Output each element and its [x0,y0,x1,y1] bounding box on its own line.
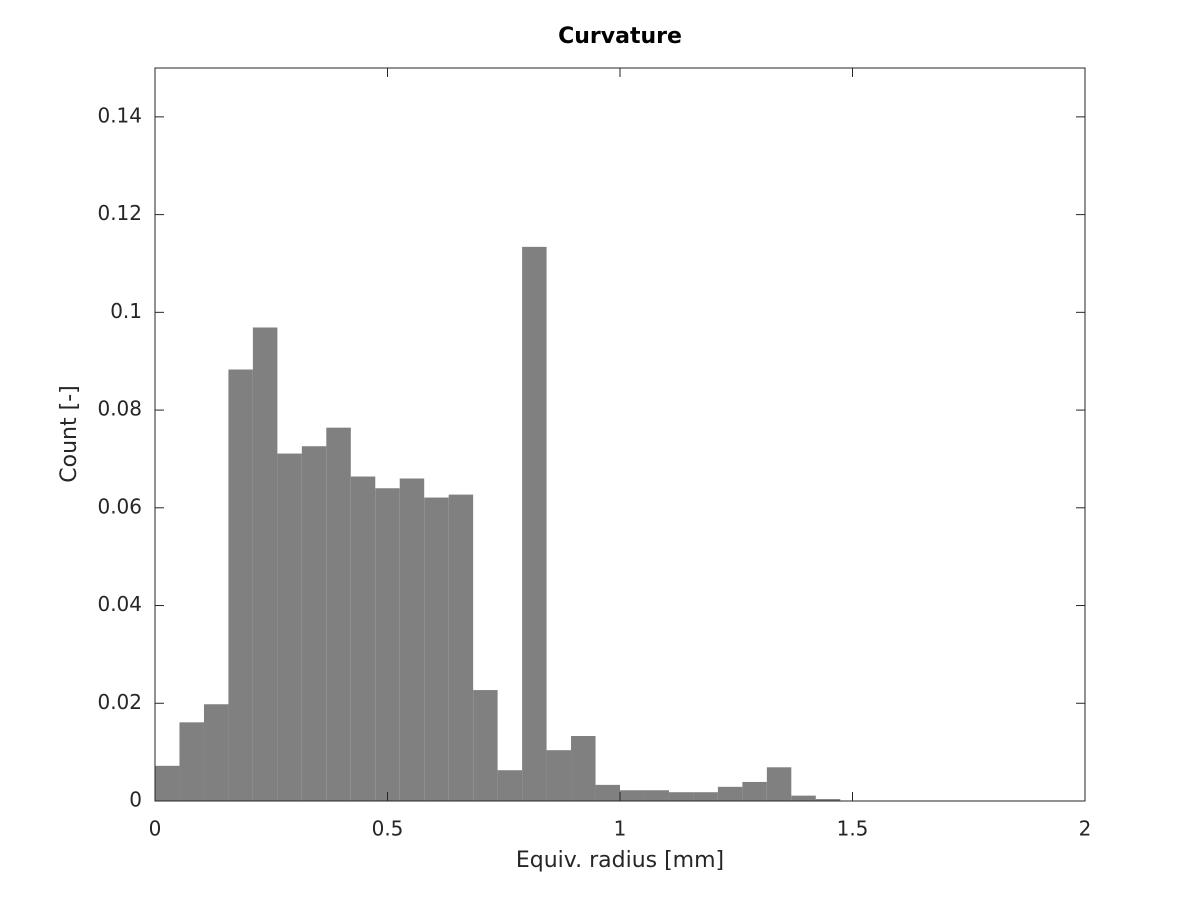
bar [693,792,718,801]
bar [326,427,351,801]
bar [522,246,547,802]
x-tick-label: 1 [614,817,627,841]
bar [766,767,792,801]
chart-title: Curvature [558,24,682,49]
bar [668,792,694,801]
bar [595,784,620,801]
bar [717,786,743,801]
y-tick-label: 0 [129,788,142,812]
bar [203,704,229,801]
bar [815,799,841,801]
y-tick-label: 0.12 [97,201,142,225]
x-tick-label: 2 [1079,817,1092,841]
y-tick-label: 0.08 [97,397,142,421]
bar [424,497,449,801]
bar [644,790,669,801]
bar [277,453,302,801]
bar [742,781,767,801]
bars [155,246,841,802]
bar [620,790,645,801]
bar [571,736,596,801]
y-tick-label: 0.1 [110,299,142,323]
bar [155,765,180,801]
y-tick-label: 0.06 [97,494,142,518]
y-tick-label: 0.14 [97,103,142,127]
bar [375,488,400,801]
bar [546,750,572,801]
y-axis-label: Count [-] [57,385,82,482]
y-tick-label: 0.04 [97,592,142,616]
bar [179,722,204,801]
bar [473,690,498,801]
bar [350,476,376,801]
bar [228,369,253,801]
bar [252,327,278,801]
bar [791,795,816,801]
y-tick-label: 0.02 [97,690,142,714]
x-axis-label: Equiv. radius [mm] [516,848,724,873]
x-tick-label: 0 [149,817,162,841]
bar [399,478,425,801]
bar [448,494,474,801]
bar [497,770,523,801]
bar [301,446,327,801]
x-tick-label: 1.5 [837,817,869,841]
x-tick-label: 0.5 [372,817,404,841]
